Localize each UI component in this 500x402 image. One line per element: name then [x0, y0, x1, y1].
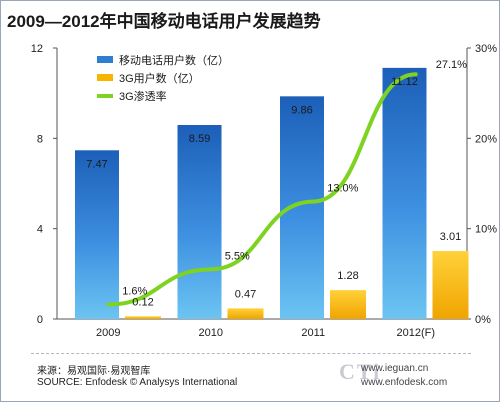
y-right-tick-label: 30% — [475, 43, 497, 55]
bar-3g-users — [227, 308, 264, 319]
bar-3g-users — [330, 290, 366, 319]
legend-label-penetration: 3G渗透率 — [119, 89, 167, 103]
bar-3g-users — [125, 316, 161, 319]
y-left-tick-label: 8 — [37, 133, 43, 145]
label-3g-penetration: 5.5% — [225, 250, 250, 262]
y-right-tick-label: 20% — [475, 133, 497, 145]
bar-3g-users — [432, 251, 469, 319]
line-series — [106, 72, 418, 307]
label-3g-penetration: 13.0% — [327, 183, 358, 195]
x-tick-label: 2009 — [96, 327, 120, 339]
y-left-tick-label: 0 — [37, 314, 43, 326]
legend-label-3g: 3G用户数（亿） — [119, 71, 200, 85]
label-mobile-users: 9.86 — [291, 104, 312, 116]
footer-divider — [31, 353, 471, 354]
legend-swatch-mobile — [97, 56, 113, 63]
label-mobile-users: 11.12 — [391, 76, 418, 88]
legend-swatch-3g — [97, 74, 113, 81]
bar-mobile-users — [382, 67, 427, 319]
y-left-tick-label: 12 — [31, 43, 43, 55]
x-tick-label: 2011 — [301, 327, 325, 339]
data-labels: 7.47 0.12 8.59 0.47 9.86 1.28 11.12 3.01 1.6% 5.5… — [86, 59, 467, 308]
source-chinese: 来源：易观国际·易观智库 — [37, 366, 151, 377]
website-ieguan: www.ieguan.cn — [361, 363, 429, 374]
legend: 移动电话用户数（亿） 3G用户数（亿） 3G渗透率 — [97, 53, 229, 103]
cti-logo-watermark: CTi — [339, 359, 382, 384]
y-right-tick-label: 0% — [475, 314, 491, 326]
bar-mobile-users — [177, 125, 222, 320]
bars — [75, 67, 469, 320]
x-tick-label: 2010 — [199, 327, 223, 339]
website-enfodesk: www.enfodesk.com — [361, 377, 448, 388]
source-english: SOURCE: Enfodesk © Analysys Internationa… — [37, 377, 238, 388]
label-3g-users: 3.01 — [440, 231, 461, 243]
bar-mobile-users — [75, 150, 119, 319]
y-left-tick-label: 4 — [37, 224, 43, 236]
line-3g-penetration — [106, 72, 418, 307]
x-tick-label: 2012(F) — [396, 327, 435, 339]
label-mobile-users: 8.59 — [189, 133, 210, 145]
label-3g-users: 1.28 — [337, 270, 358, 282]
y-right-tick-label: 10% — [475, 224, 497, 236]
label-3g-users: 0.47 — [235, 288, 256, 300]
legend-label-mobile: 移动电话用户数（亿） — [119, 53, 229, 67]
label-3g-users: 0.12 — [132, 296, 153, 308]
label-3g-penetration: 27.1% — [436, 59, 467, 71]
label-3g-penetration: 1.6% — [122, 286, 147, 298]
chart-title: 2009—2012年中国移动电话用户发展趋势 — [7, 12, 321, 31]
label-mobile-users: 7.47 — [86, 158, 107, 170]
